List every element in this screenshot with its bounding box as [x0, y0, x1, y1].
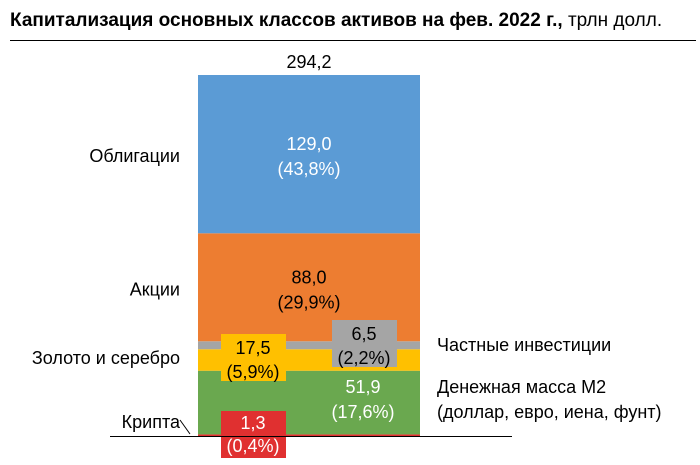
callout-box	[221, 334, 286, 381]
chart-title-units: трлн долл.	[567, 10, 663, 31]
series-label: Частные инвестиции	[437, 335, 611, 355]
bar-segment	[198, 434, 420, 436]
data-label-value: 129,0	[286, 134, 331, 154]
series-label: Крипта	[122, 412, 181, 432]
data-label-share: (17,6%)	[331, 402, 394, 422]
data-label-value: 1,3	[240, 413, 265, 433]
total-label: 294,2	[286, 52, 331, 72]
callout-box	[332, 320, 397, 367]
callout-box	[221, 411, 286, 458]
bar-segment	[198, 341, 420, 350]
data-label-share: (5,9%)	[226, 362, 279, 382]
leader-line	[179, 419, 191, 435]
data-label-value: 51,9	[345, 377, 380, 397]
chart-title: Капитализация основных классов активов н…	[10, 10, 696, 40]
series-label-line2: (доллар, евро, иена, фунт)	[437, 402, 662, 422]
data-label-share: (2,2%)	[337, 348, 390, 368]
data-label-share: (0,4%)	[226, 436, 279, 456]
title-underline	[10, 40, 696, 41]
series-label: Облигации	[89, 146, 180, 166]
series-label: Акции	[130, 279, 180, 299]
data-label-share: (43,8%)	[277, 159, 340, 179]
data-label-share: (29,9%)	[277, 292, 340, 312]
bar-segment	[198, 75, 420, 234]
data-label-value: 17,5	[235, 338, 270, 358]
series-label: Золото и серебро	[32, 348, 180, 368]
series-label: Денежная масса М2	[437, 377, 606, 397]
data-label-value: 6,5	[351, 324, 376, 344]
chart-title-main: Капитализация основных классов активов н…	[10, 10, 563, 31]
data-label-value: 88,0	[291, 267, 326, 287]
